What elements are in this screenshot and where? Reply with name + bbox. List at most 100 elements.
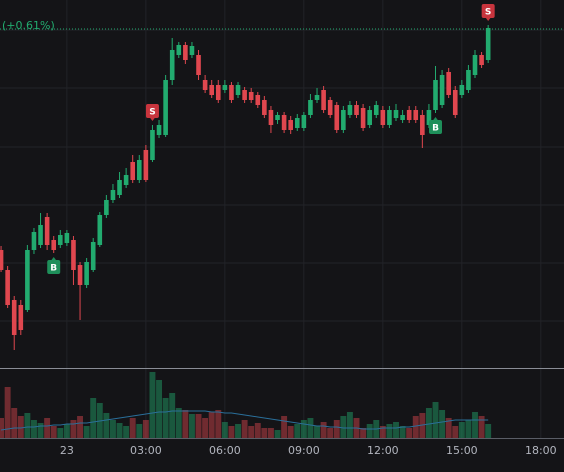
marker-box [481,4,495,18]
volume-bar [182,410,189,438]
candle-body [301,115,307,128]
volume-bar [4,387,11,438]
volume-bar [478,416,485,438]
candle-body [334,105,340,130]
candle-body [472,55,478,75]
candle-body [31,232,37,250]
marker-label: B [50,264,57,274]
volume-bar [109,420,116,438]
candle-body [387,110,392,125]
volume-bar [57,428,64,438]
candle-body [90,242,96,270]
candle-body [248,92,254,100]
candle-body [321,90,326,110]
candle-body [459,85,465,95]
marker-label: S [149,108,155,118]
volume-bar [63,424,70,438]
candle-body [426,110,432,125]
volume-bar [360,428,367,438]
volume-bar [50,426,57,438]
candle-body [380,110,386,125]
candle-body [367,110,372,125]
volume-bar [241,420,248,438]
volume-bar [90,398,97,438]
candle-body [130,162,136,180]
candle-body [123,175,129,185]
candle-body [446,72,451,95]
volume-bar [175,408,182,438]
candle-body [281,115,287,130]
volume-bar [340,416,347,438]
candle-body [485,28,491,60]
candle-body [150,130,155,160]
volume-bar [379,426,386,438]
candle-body [117,180,122,195]
volume-bar [215,410,222,438]
candle-body [308,100,313,115]
volume-bar [37,423,44,438]
candle-body [439,75,445,105]
volume-bar [432,402,439,438]
volume-bar [472,412,478,438]
volume-bar [261,428,268,438]
volume-bar [142,420,149,438]
candle-body [341,110,346,130]
candle-body [189,46,195,55]
volume-bar [458,422,465,438]
candle-body [156,125,162,135]
candle-body [84,262,89,285]
candle-body [57,235,63,245]
volume-bar [0,418,5,438]
volume-bar [452,426,459,438]
candle-body [11,300,17,335]
candle-body [373,105,379,115]
volume-bar [254,423,261,438]
volume-bar [77,416,84,438]
volume-bar [386,424,393,438]
volume-bar [123,426,130,438]
volume-bar [439,410,446,438]
candle-body [104,200,109,215]
candle-body [327,100,333,115]
candle-body [406,110,412,120]
candle-body [0,250,4,270]
x-tick-label: 03:00 [130,444,162,457]
candle-body [420,115,425,135]
volume-bar [208,412,215,438]
x-tick-label: 15:00 [446,444,478,457]
volume-bar [314,426,320,438]
candle-body [71,240,76,270]
volume-bar [44,418,51,438]
volume-bar [412,416,419,438]
candle-body [393,110,399,118]
volume-bar [221,422,228,438]
volume-bar [366,424,373,438]
candle-body [183,45,188,60]
candle-body [18,305,24,330]
candle-body [163,80,168,135]
last-price-label: (+0.61%) [2,19,55,32]
volume-bar [83,426,90,438]
volume-bar [162,398,169,438]
candle-body [314,95,320,100]
volume-bar [346,412,353,438]
volume-bar [320,422,327,438]
x-tick-label: 18:00 [525,444,557,457]
candle-body [452,90,458,115]
volume-bar [202,418,209,438]
volume-bar [116,423,123,438]
volume-bar [406,428,413,438]
volume-bar [393,422,399,438]
candle-body [222,85,228,90]
volume-bar [169,393,176,438]
candle-body [64,233,70,243]
volume-bar [327,428,334,438]
volume-bar [399,426,406,438]
volume-bar [333,420,340,438]
candle-body [360,108,366,128]
marker-box [429,120,443,134]
volume-bar [195,414,202,438]
volume-bar [445,418,452,438]
